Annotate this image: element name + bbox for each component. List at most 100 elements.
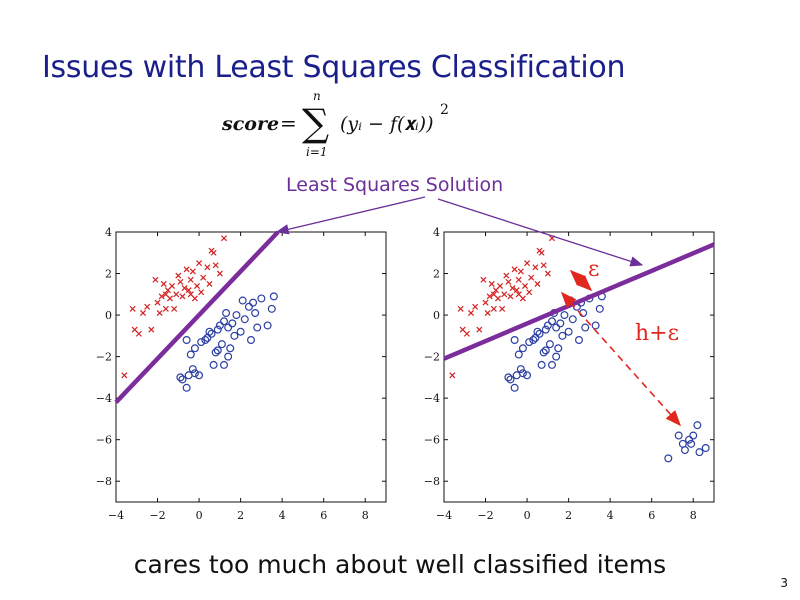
circle-point bbox=[209, 360, 218, 369]
epsilon-arrow bbox=[569, 269, 593, 292]
right-plot-frame bbox=[443, 231, 715, 503]
cross-point bbox=[183, 266, 190, 273]
cross-point bbox=[544, 270, 551, 277]
cross-point bbox=[121, 372, 128, 379]
y-tick-label: −4 bbox=[424, 392, 440, 405]
circle-point bbox=[539, 348, 548, 357]
circle-point bbox=[222, 309, 231, 318]
x-tick-label: 4 bbox=[607, 509, 614, 522]
x-tick-label: 8 bbox=[362, 509, 369, 522]
circle-point bbox=[552, 323, 561, 332]
circle-point bbox=[238, 296, 247, 305]
circle-point bbox=[249, 298, 258, 307]
x-tick-label: −2 bbox=[149, 509, 165, 522]
cross-point bbox=[175, 272, 182, 279]
circle-point bbox=[545, 340, 554, 349]
formula-upper: n bbox=[313, 89, 321, 103]
cross-point bbox=[513, 287, 520, 294]
circle-point bbox=[207, 329, 216, 338]
circle-point bbox=[178, 375, 187, 384]
cross-point bbox=[521, 282, 529, 290]
cross-point bbox=[503, 272, 510, 279]
cross-point bbox=[497, 282, 504, 290]
circle-point bbox=[220, 360, 229, 369]
circle-point bbox=[564, 327, 573, 336]
h-epsilon-label: h+ε bbox=[635, 321, 679, 346]
cross-point bbox=[210, 249, 217, 256]
callout-arrow-left bbox=[275, 196, 426, 235]
cross-point bbox=[528, 274, 535, 281]
y-tick-label: 2 bbox=[433, 268, 440, 281]
formula-exponent: 2 bbox=[440, 102, 449, 118]
circle-point bbox=[556, 319, 565, 328]
circle-point bbox=[687, 439, 696, 448]
cross-point bbox=[482, 299, 489, 306]
circle-point bbox=[518, 344, 527, 353]
circle-point bbox=[523, 371, 532, 380]
h-epsilon-arrow bbox=[560, 291, 682, 427]
circle-point bbox=[201, 336, 210, 345]
circle-point bbox=[182, 336, 191, 345]
circle-point bbox=[689, 431, 698, 440]
cross-point bbox=[540, 262, 547, 269]
circle-point bbox=[693, 421, 702, 430]
cross-point bbox=[472, 303, 479, 310]
circle-point bbox=[695, 448, 704, 457]
cross-point bbox=[517, 268, 524, 275]
callout-arrow-right bbox=[437, 198, 644, 267]
circle-point bbox=[226, 344, 235, 353]
circle-point bbox=[558, 331, 567, 340]
left-plot-frame bbox=[115, 231, 387, 503]
circle-point bbox=[269, 292, 278, 301]
cross-point bbox=[206, 280, 213, 287]
circle-point bbox=[182, 383, 191, 392]
circle-point bbox=[244, 302, 253, 311]
y-tick-label: −8 bbox=[96, 475, 112, 488]
circle-point bbox=[581, 323, 590, 332]
cross-point bbox=[196, 260, 203, 267]
circle-point bbox=[552, 352, 561, 361]
cross-point bbox=[449, 372, 456, 379]
circle-point bbox=[533, 327, 542, 336]
cross-point bbox=[193, 282, 201, 290]
circle-point bbox=[232, 311, 241, 320]
least-squares-line bbox=[114, 230, 280, 404]
cross-point bbox=[524, 260, 531, 267]
circle-point bbox=[224, 323, 233, 332]
circle-point bbox=[547, 360, 556, 369]
cross-point bbox=[488, 280, 495, 287]
cross-point bbox=[490, 291, 497, 298]
circle-point bbox=[701, 444, 710, 453]
circle-point bbox=[190, 344, 199, 353]
circle-point bbox=[186, 350, 195, 359]
x-tick-label: 8 bbox=[690, 509, 697, 522]
cross-point bbox=[171, 305, 178, 312]
circle-point bbox=[525, 338, 534, 347]
cross-point bbox=[480, 276, 487, 283]
cross-point bbox=[457, 305, 464, 312]
circle-point bbox=[213, 325, 222, 334]
cross-point bbox=[200, 274, 207, 281]
x-tick-label: 2 bbox=[237, 509, 244, 522]
cross-point bbox=[158, 293, 165, 300]
formula-sigma: ∑ bbox=[302, 101, 329, 145]
cross-point bbox=[515, 291, 522, 298]
circle-point bbox=[518, 369, 527, 378]
circle-point bbox=[560, 311, 569, 320]
cross-point bbox=[484, 309, 491, 317]
circle-point bbox=[197, 338, 206, 347]
cross-point bbox=[162, 305, 169, 312]
cross-point bbox=[187, 276, 194, 283]
circle-point bbox=[224, 352, 233, 361]
cross-point bbox=[169, 282, 176, 290]
cross-point bbox=[189, 268, 196, 275]
cross-point bbox=[538, 249, 545, 256]
cross-point bbox=[490, 305, 497, 312]
slide-caption: cares too much about well classified ite… bbox=[133, 550, 667, 579]
circle-point bbox=[574, 336, 583, 345]
circle-point bbox=[547, 317, 556, 326]
y-tick-label: 2 bbox=[105, 268, 112, 281]
circle-point bbox=[685, 435, 694, 444]
circle-point bbox=[267, 304, 276, 313]
cross-point bbox=[129, 305, 136, 312]
